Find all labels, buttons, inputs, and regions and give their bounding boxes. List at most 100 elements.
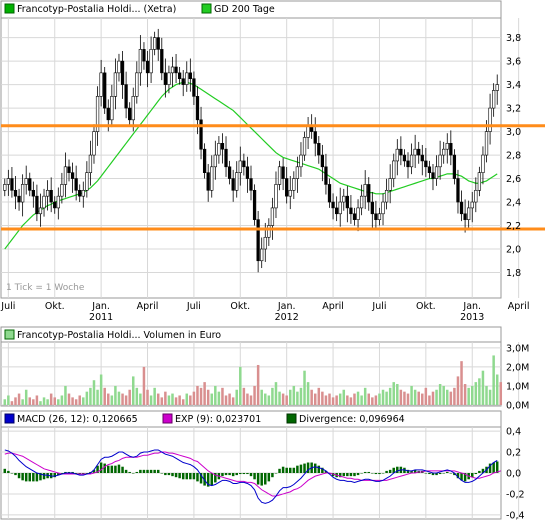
- divergence-bar: [267, 473, 271, 482]
- candle-body: [270, 207, 275, 226]
- candle-body: [495, 84, 499, 91]
- divergence-bar: [131, 473, 135, 474]
- candle-body: [302, 137, 307, 156]
- divergence-bar: [456, 473, 460, 479]
- volume-bar: [107, 393, 110, 405]
- candle-body: [474, 189, 478, 203]
- volume-bar: [378, 393, 381, 405]
- candle-body: [420, 154, 424, 162]
- volume-bar: [199, 387, 203, 405]
- volume-legend-label: Francotyp-Postalia Holdi... Volumen in E…: [17, 330, 221, 341]
- divergence-bar: [460, 473, 463, 481]
- volume-bar: [71, 397, 74, 405]
- price-y-tick: 3,2: [506, 104, 521, 115]
- candle-body: [174, 66, 178, 74]
- volume-bar: [296, 391, 299, 405]
- macd-y-tick: 0,2: [506, 448, 521, 459]
- candle-body: [324, 166, 328, 185]
- divergence-bar: [256, 473, 260, 485]
- divergence-bar: [356, 473, 360, 476]
- volume-bar: [214, 385, 217, 405]
- volume-bar: [338, 393, 342, 405]
- divergence-bar: [317, 465, 321, 473]
- divergence-bar: [431, 473, 435, 476]
- price-x-tick: Juli: [371, 301, 386, 312]
- candle-body: [299, 154, 303, 168]
- candle-body: [81, 189, 85, 197]
- divergence-bar: [107, 465, 110, 473]
- gd200-legend-swatch: [201, 3, 212, 14]
- divergence-bar: [249, 473, 253, 477]
- divergence-bar: [239, 473, 242, 475]
- candle-body: [392, 160, 396, 179]
- volume-bar: [481, 370, 485, 405]
- volume-bar: [256, 364, 260, 405]
- price-y-tick: 3,4: [506, 80, 521, 91]
- volume-bar: [399, 389, 403, 405]
- divergence-bar: [296, 465, 299, 473]
- volume-y-axis: 0,0M 1,0M 2,0M 3,0M: [506, 343, 529, 411]
- candle-body: [10, 178, 14, 191]
- divergence-bar: [349, 473, 353, 477]
- volume-bar: [196, 385, 199, 405]
- volume-bar: [10, 401, 14, 405]
- volume-bar: [413, 389, 417, 405]
- volume-bar: [488, 389, 492, 405]
- divergence-bar: [96, 465, 99, 473]
- volume-bar: [171, 393, 174, 405]
- volume-bar: [249, 395, 253, 405]
- candle-body: [459, 201, 464, 215]
- divergence-bar: [32, 473, 35, 482]
- volume-bar: [60, 395, 64, 405]
- volume-bar: [206, 389, 210, 405]
- candle-body: [6, 178, 10, 185]
- divergence-bar: [299, 464, 303, 473]
- volume-bar: [381, 389, 385, 405]
- candle-body: [413, 148, 417, 156]
- divergence-bar: [128, 471, 131, 473]
- candle-body: [124, 84, 128, 109]
- exp-legend-label: EXP (9): 0,023701: [175, 414, 261, 425]
- candle-body: [384, 189, 389, 203]
- volume-bar: [285, 395, 288, 405]
- divergence-bar: [281, 466, 285, 473]
- candle-body: [131, 96, 135, 121]
- support-resistance-lines: [1, 124, 545, 231]
- candle-body: [210, 166, 214, 191]
- divergence-bar: [331, 473, 335, 477]
- candle-body: [295, 166, 300, 179]
- divergence-bar: [224, 473, 228, 476]
- candle-body: [359, 195, 364, 209]
- volume-bar: [110, 395, 114, 405]
- volume-bar: [135, 387, 139, 405]
- volume-bar: [478, 378, 481, 405]
- candle-body: [149, 49, 153, 74]
- divergence-bar: [321, 467, 324, 473]
- price-y-tick: 2,2: [506, 221, 521, 232]
- divergence-bar: [453, 473, 456, 476]
- candle-body: [220, 143, 225, 150]
- macd-panel: -0,4 -0,2 0,0 0,2 0,4 MACD (26, 12): 0,12066…: [0, 410, 525, 521]
- divergence-bar: [264, 473, 267, 485]
- candle-body: [167, 72, 171, 85]
- candle-body: [31, 189, 35, 197]
- volume-bar: [264, 393, 267, 405]
- volume-bar: [492, 355, 495, 405]
- price-x-tick: April: [322, 301, 344, 312]
- candle-body: [395, 148, 399, 162]
- candle-body: [67, 166, 71, 173]
- volume-y-tick: 1,0M: [506, 381, 529, 392]
- volume-bar: [335, 395, 338, 405]
- divergence-bar: [449, 473, 453, 474]
- volume-bars: [3, 355, 503, 405]
- candle-body: [202, 148, 207, 173]
- volume-bar: [449, 391, 453, 405]
- volume-panel: 0,0M 1,0M 2,0M 3,0M Francotyp-Postalia Hold…: [0, 326, 529, 412]
- divergence-bar: [388, 469, 392, 473]
- candle-body: [199, 119, 203, 150]
- volume-bar: [306, 382, 310, 405]
- divergence-bar: [49, 473, 53, 479]
- volume-bar: [446, 389, 449, 405]
- volume-bar: [131, 376, 135, 405]
